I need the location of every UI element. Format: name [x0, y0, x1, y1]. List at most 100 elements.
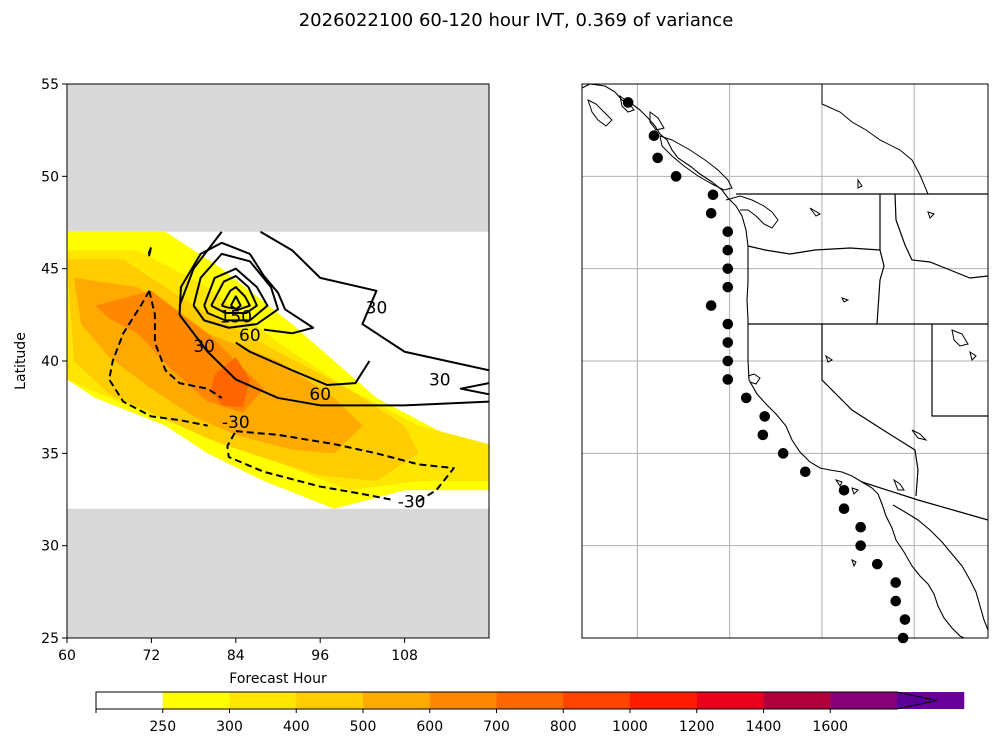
vancouver-island: [659, 135, 733, 191]
contour-label: 150: [220, 308, 252, 328]
contour-line-neg30: [148, 290, 223, 399]
colorbar-tick-label: 700: [483, 719, 510, 735]
contour-line-neg30: [235, 430, 455, 505]
transect-point: [722, 337, 734, 348]
transect-point: [722, 281, 734, 293]
transect-point: [705, 300, 717, 311]
contour-label: -30: [222, 413, 250, 433]
map-coastlines: [582, 84, 988, 638]
transect-point: [871, 558, 883, 570]
contour-line-neg30: [226, 430, 391, 501]
transect-point: [648, 130, 660, 142]
colorbar-segment: [696, 692, 764, 709]
map-axes-frame: [581, 83, 989, 639]
coastline-gulf: [892, 504, 988, 631]
map-state-borders: [736, 84, 988, 521]
colorbar-tick-label: 800: [550, 719, 577, 735]
us-mexico-border: [861, 481, 988, 521]
contour-line-150: [220, 286, 251, 311]
transect-point: [722, 355, 734, 367]
colorbar-segment: [830, 692, 898, 709]
contour-line-neg30: [108, 290, 208, 427]
id-border-east: [894, 193, 988, 279]
transect-point: [652, 152, 663, 164]
transect-point: [899, 614, 911, 625]
colorbar-tick-label: 1600: [812, 719, 848, 735]
wa-or-border: [747, 245, 881, 255]
colorbar-tick-label: 1400: [746, 719, 782, 735]
y-tick-label: 25: [41, 631, 59, 647]
y-tick-label: 30: [41, 539, 59, 555]
ut-border: [931, 324, 988, 417]
colorbar-segment: [630, 692, 698, 709]
transect-point: [777, 448, 789, 459]
colorbar-segment: [162, 692, 230, 709]
map-panel: [581, 83, 989, 644]
x-tick-label: 108: [391, 648, 418, 664]
colorbar-tick-label: 400: [283, 719, 310, 735]
contour-label: 30: [366, 298, 388, 318]
contour-line-150: [229, 295, 242, 311]
colorbar: 250 300 400 500 600 700 800 1000 1200 1400 1600: [95, 691, 965, 735]
y-axis-label: Latitude: [13, 332, 29, 390]
contour-label: 30: [193, 337, 215, 357]
puget-sound: [725, 195, 779, 229]
contour-line-neg30: [147, 245, 153, 258]
id-border-west: [876, 194, 885, 325]
transect-point: [855, 521, 866, 533]
transect-point: [722, 226, 734, 238]
contour-label: -30: [398, 492, 426, 512]
x-axis-label: Forecast Hour: [229, 671, 327, 687]
colorbar-extension: [897, 692, 937, 709]
colorbar-segment: [229, 692, 297, 709]
contour-label: 30: [429, 370, 451, 390]
contour-line-30: [178, 314, 489, 407]
transect-point: [757, 429, 769, 441]
colorbar-segment: [496, 692, 564, 709]
socal-islands: [834, 479, 859, 568]
canada-province-border: [821, 84, 929, 195]
transect-point: [622, 97, 634, 108]
y-tick-label: 50: [41, 169, 59, 185]
y-tick-label: 40: [41, 354, 59, 370]
contour-line-120: [203, 267, 269, 322]
contour-line-60: [235, 341, 371, 387]
transect-point: [800, 466, 811, 478]
y-tick-label: 45: [41, 262, 59, 278]
transect-point: [855, 540, 866, 551]
contour-line-150: [210, 275, 258, 314]
x-tick-label: 84: [227, 648, 245, 664]
transect-point: [890, 595, 902, 607]
colorbar-tick-label: 500: [350, 719, 377, 735]
ca-nv-border: [821, 324, 919, 497]
contour-label: 60: [239, 326, 261, 346]
transect-point: [722, 244, 734, 256]
y-tick-label: 35: [41, 446, 59, 462]
transect-point: [759, 411, 770, 422]
transect-point: [722, 318, 734, 330]
colorbar-tick-label: 1200: [679, 719, 715, 735]
sf-bay: [747, 373, 761, 385]
salton-sea: [892, 478, 905, 491]
colorbar-tick-label: 250: [149, 719, 176, 735]
x-tick-label: 96: [311, 648, 329, 664]
transect-point: [705, 207, 717, 219]
contour-line-90: [192, 252, 279, 329]
colorbar-tick-label: 1000: [612, 719, 648, 735]
colorbar-tick-label: 300: [216, 719, 243, 735]
transect-point: [707, 189, 719, 201]
ivt-fill-700: [211, 357, 250, 408]
figure-title: 2026022100 60-120 hour IVT, 0.369 of var…: [299, 10, 734, 31]
transect-point: [670, 171, 682, 182]
y-tick-label: 55: [41, 77, 59, 93]
great-salt-lake: [951, 329, 969, 347]
colorbar-segment: [363, 692, 431, 709]
transect-point: [722, 374, 734, 385]
colorbar-segment: [96, 692, 164, 709]
transect-point: [838, 503, 850, 515]
x-tick-label: 60: [58, 648, 76, 664]
contour-label: 60: [309, 385, 331, 405]
coastline: [582, 84, 966, 638]
